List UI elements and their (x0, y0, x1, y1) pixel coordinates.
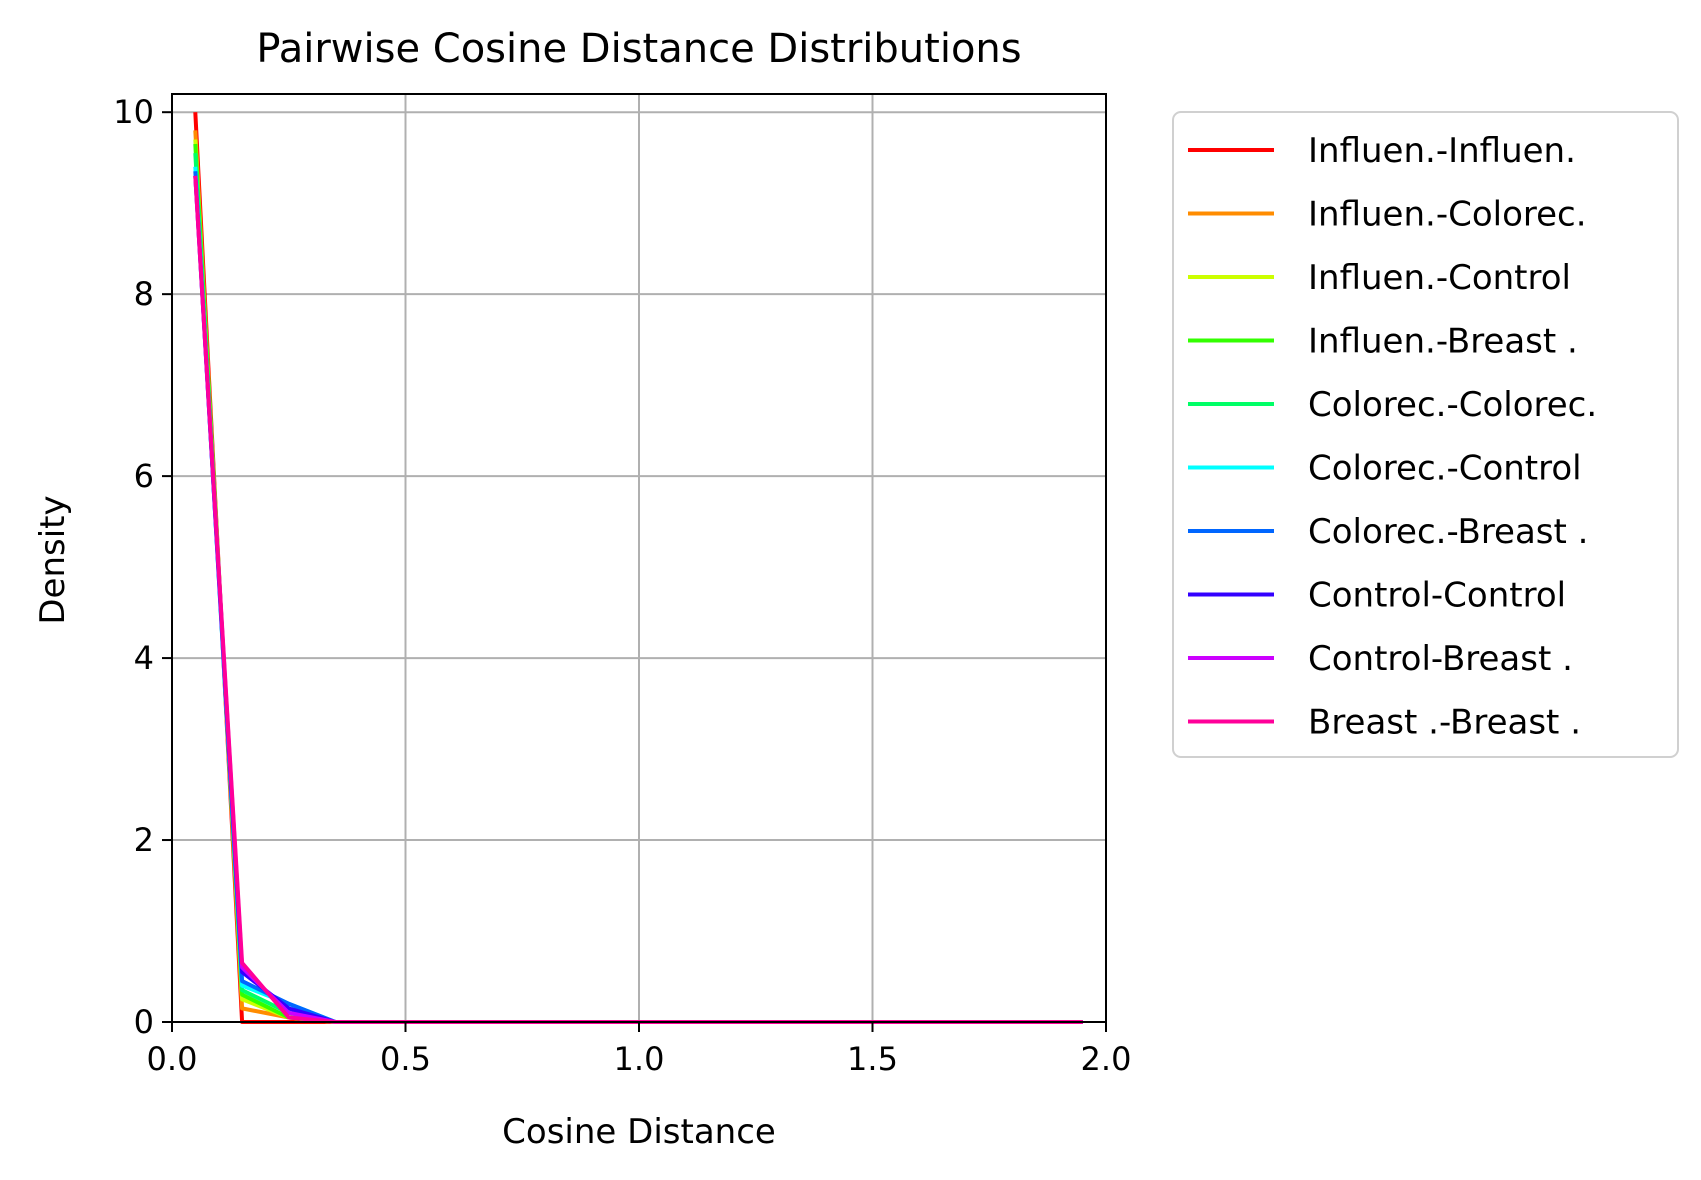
legend-label-6: Colorec.-Control (1308, 449, 1582, 489)
legend-label-1: Influen.-Influen. (1308, 131, 1576, 171)
x-tick-label: 1.5 (847, 1040, 898, 1078)
legend-label-8: Control-Control (1308, 576, 1566, 616)
legend-label-7: Colorec.-Breast . (1308, 512, 1588, 552)
axis-ticks: 0.0 0.5 1.0 1.5 2.0 0 2 4 6 8 10 (113, 93, 1131, 1078)
legend-label-4: Influen.-Breast . (1308, 322, 1578, 362)
legend-box (1172, 111, 1679, 758)
x-tick-label: 2.0 (1081, 1040, 1132, 1078)
x-tick-label: 0.5 (380, 1040, 431, 1078)
legend: Influen.-Influen. Influen.-Colorec. Influe… (1172, 111, 1679, 758)
y-tick-label: 2 (134, 821, 154, 859)
legend-label-5: Colorec.-Colorec. (1308, 385, 1597, 425)
y-tick-label: 8 (134, 275, 154, 313)
y-tick-label: 0 (134, 1003, 154, 1041)
y-axis-label: Density (33, 495, 73, 624)
legend-label-3: Influen.-Control (1308, 258, 1571, 298)
x-tick-label: 1.0 (614, 1040, 665, 1078)
y-tick-label: 4 (134, 639, 154, 677)
legend-label-9: Control-Breast . (1308, 639, 1573, 679)
x-axis-label: Cosine Distance (502, 1112, 776, 1152)
legend-label-10: Breast .-Breast . (1308, 703, 1581, 743)
chart-title: Pairwise Cosine Distance Distributions (256, 26, 1021, 72)
x-tick-label: 0.0 (147, 1040, 198, 1078)
grid (171, 94, 1107, 1023)
y-tick-label: 6 (134, 457, 154, 495)
legend-label-2: Influen.-Colorec. (1308, 195, 1587, 235)
y-tick-label: 10 (113, 93, 154, 131)
